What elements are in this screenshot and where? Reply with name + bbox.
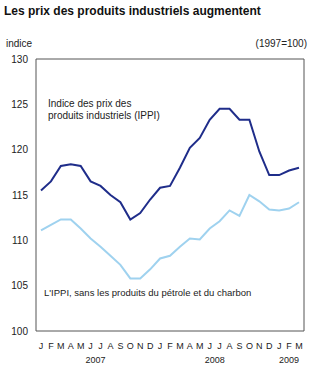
svg-text:2009: 2009 — [279, 355, 299, 365]
html-text:indice: indice — [6, 38, 33, 49]
svg-text:F: F — [48, 341, 54, 351]
svg-text:J: J — [217, 341, 222, 351]
svg-text:J: J — [88, 341, 93, 351]
html-text:L'IPPI, sans les produits du p: L'IPPI, sans les produits du pétrole et … — [44, 287, 252, 298]
svg-text:D: D — [147, 341, 154, 351]
svg-text:J: J — [39, 341, 44, 351]
svg-text:N: N — [137, 341, 144, 351]
svg-text:J: J — [158, 341, 163, 351]
html-text:Indice des prix des produits i: Indice des prix des produits industriels… — [48, 98, 160, 121]
svg-text:J: J — [277, 341, 282, 351]
svg-text:A: A — [107, 341, 113, 351]
html-text:(1997=100): (1997=100) — [255, 38, 307, 49]
svg-text:110: 110 — [12, 235, 28, 246]
svg-text:J: J — [98, 341, 103, 351]
svg-text:F: F — [167, 341, 173, 351]
svg-text:115: 115 — [12, 190, 28, 201]
svg-text:A: A — [227, 341, 233, 351]
svg-text:M: M — [176, 341, 184, 351]
svg-text:100: 100 — [11, 326, 28, 337]
svg-text:F: F — [286, 341, 292, 351]
svg-text:2007: 2007 — [86, 355, 106, 365]
svg-text:130: 130 — [11, 54, 28, 65]
html-text:Les prix des produits industri: Les prix des produits industriels augmen… — [4, 4, 261, 18]
svg-text:N: N — [256, 341, 263, 351]
svg-text:M: M — [77, 341, 85, 351]
svg-text:2008: 2008 — [205, 355, 225, 365]
svg-text:120: 120 — [11, 144, 28, 155]
svg-text:D: D — [266, 341, 273, 351]
svg-text:M: M — [57, 341, 65, 351]
svg-text:S: S — [236, 341, 242, 351]
svg-text:M: M — [196, 341, 204, 351]
svg-text:S: S — [117, 341, 123, 351]
svg-text:A: A — [187, 341, 193, 351]
svg-text:O: O — [246, 341, 253, 351]
svg-text:A: A — [68, 341, 74, 351]
svg-text:M: M — [295, 341, 303, 351]
svg-text:J: J — [207, 341, 212, 351]
svg-text:O: O — [127, 341, 134, 351]
svg-text:105: 105 — [11, 280, 28, 291]
svg-text:125: 125 — [11, 99, 28, 110]
